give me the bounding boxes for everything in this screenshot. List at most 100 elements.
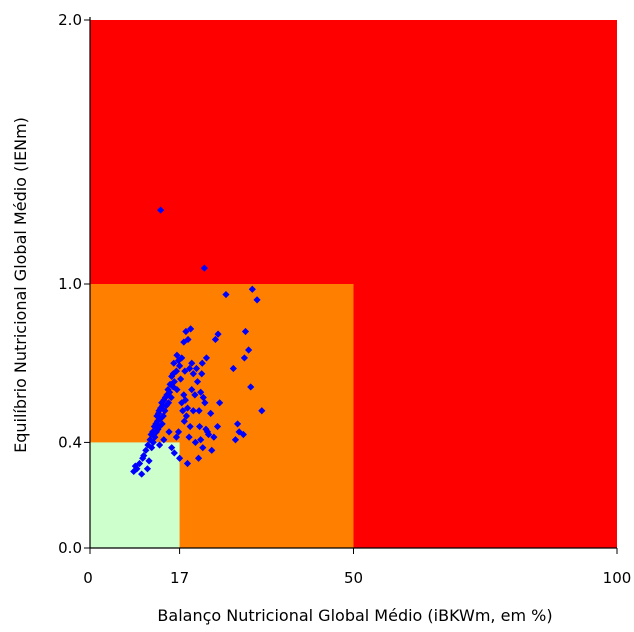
data-point	[140, 452, 148, 460]
data-point	[138, 470, 146, 478]
y-tick-label: 2.0	[58, 11, 82, 29]
x-tick-label: 0	[83, 569, 93, 587]
data-point	[174, 356, 183, 365]
data-point	[213, 422, 222, 431]
data-point	[180, 338, 188, 346]
data-point	[199, 393, 207, 402]
data-point	[175, 454, 184, 462]
data-point	[203, 428, 212, 436]
data-point	[131, 462, 139, 470]
data-point	[175, 362, 184, 370]
data-point	[182, 412, 191, 420]
data-point	[165, 428, 173, 436]
data-point	[180, 417, 188, 425]
data-point	[193, 378, 202, 386]
data-point	[210, 433, 218, 441]
data-point	[165, 388, 174, 396]
data-point	[177, 375, 185, 383]
data-point	[204, 430, 213, 439]
data-point	[240, 354, 249, 362]
data-point	[179, 407, 187, 415]
data-point	[154, 409, 163, 417]
data-point	[201, 399, 209, 407]
data-point	[195, 407, 203, 415]
data-point	[248, 285, 256, 293]
y-tick-label: 0.4	[58, 433, 82, 451]
data-point	[183, 459, 192, 468]
data-point	[170, 359, 178, 367]
data-point	[142, 446, 150, 454]
data-point	[181, 396, 189, 404]
data-point	[258, 407, 266, 415]
data-point	[185, 433, 193, 441]
data-point	[222, 290, 230, 299]
data-point	[214, 330, 222, 338]
data-point	[216, 399, 224, 407]
data-point	[198, 359, 206, 367]
data-point	[186, 364, 194, 373]
data-point	[178, 399, 186, 407]
data-point	[191, 438, 199, 446]
data-point	[231, 436, 240, 444]
data-point	[144, 441, 152, 449]
data-point	[169, 383, 177, 391]
data-point	[186, 422, 194, 431]
data-point	[229, 364, 237, 373]
data-point	[194, 454, 203, 462]
data-point	[168, 444, 176, 452]
data-points	[130, 206, 266, 478]
data-point	[191, 391, 199, 399]
data-point	[149, 428, 157, 436]
data-point	[162, 401, 171, 410]
x-tick-label: 17	[170, 569, 189, 587]
region-2	[90, 442, 180, 548]
data-point	[164, 399, 173, 407]
data-point	[253, 296, 261, 304]
data-point	[143, 465, 152, 473]
data-point	[174, 428, 183, 436]
x-tick-label: 100	[603, 569, 632, 587]
data-point	[164, 386, 172, 394]
data-point	[161, 393, 169, 402]
data-point	[235, 428, 243, 436]
data-point	[181, 367, 189, 375]
data-point	[149, 438, 157, 446]
data-point	[170, 449, 178, 457]
data-point	[158, 399, 166, 407]
data-point	[148, 444, 156, 452]
data-point	[245, 346, 253, 354]
data-point	[200, 264, 208, 272]
data-point	[189, 407, 197, 415]
data-point	[135, 459, 144, 468]
data-point	[233, 420, 242, 428]
data-point	[188, 386, 196, 394]
data-point	[198, 370, 206, 378]
data-point	[173, 386, 181, 394]
data-point	[247, 383, 255, 391]
data-point	[151, 433, 159, 441]
data-point	[183, 404, 192, 412]
data-point	[160, 396, 168, 404]
data-point	[155, 441, 164, 449]
y-tick-label: 1.0	[58, 275, 82, 293]
y-axis-label: Equilíbrio Nutricional Global Médio (IEN…	[11, 117, 30, 453]
data-point	[207, 409, 215, 417]
data-point	[189, 370, 197, 378]
data-point	[241, 327, 250, 336]
data-point	[168, 372, 176, 380]
x-axis-label: Balanço Nutricional Global Médio (iBKWm,…	[157, 606, 552, 625]
data-point	[167, 393, 175, 402]
data-point	[172, 433, 181, 441]
data-point	[182, 327, 190, 336]
data-point	[157, 206, 165, 214]
data-point	[152, 428, 161, 436]
data-point	[180, 391, 188, 399]
data-point	[188, 359, 196, 367]
data-point	[130, 467, 138, 476]
data-point	[208, 446, 216, 454]
data-point	[173, 351, 181, 359]
data-point	[239, 430, 247, 439]
data-point	[197, 436, 205, 444]
axes: 0 17 50 100 0.0 0.4 1.0 2.0	[58, 11, 631, 587]
